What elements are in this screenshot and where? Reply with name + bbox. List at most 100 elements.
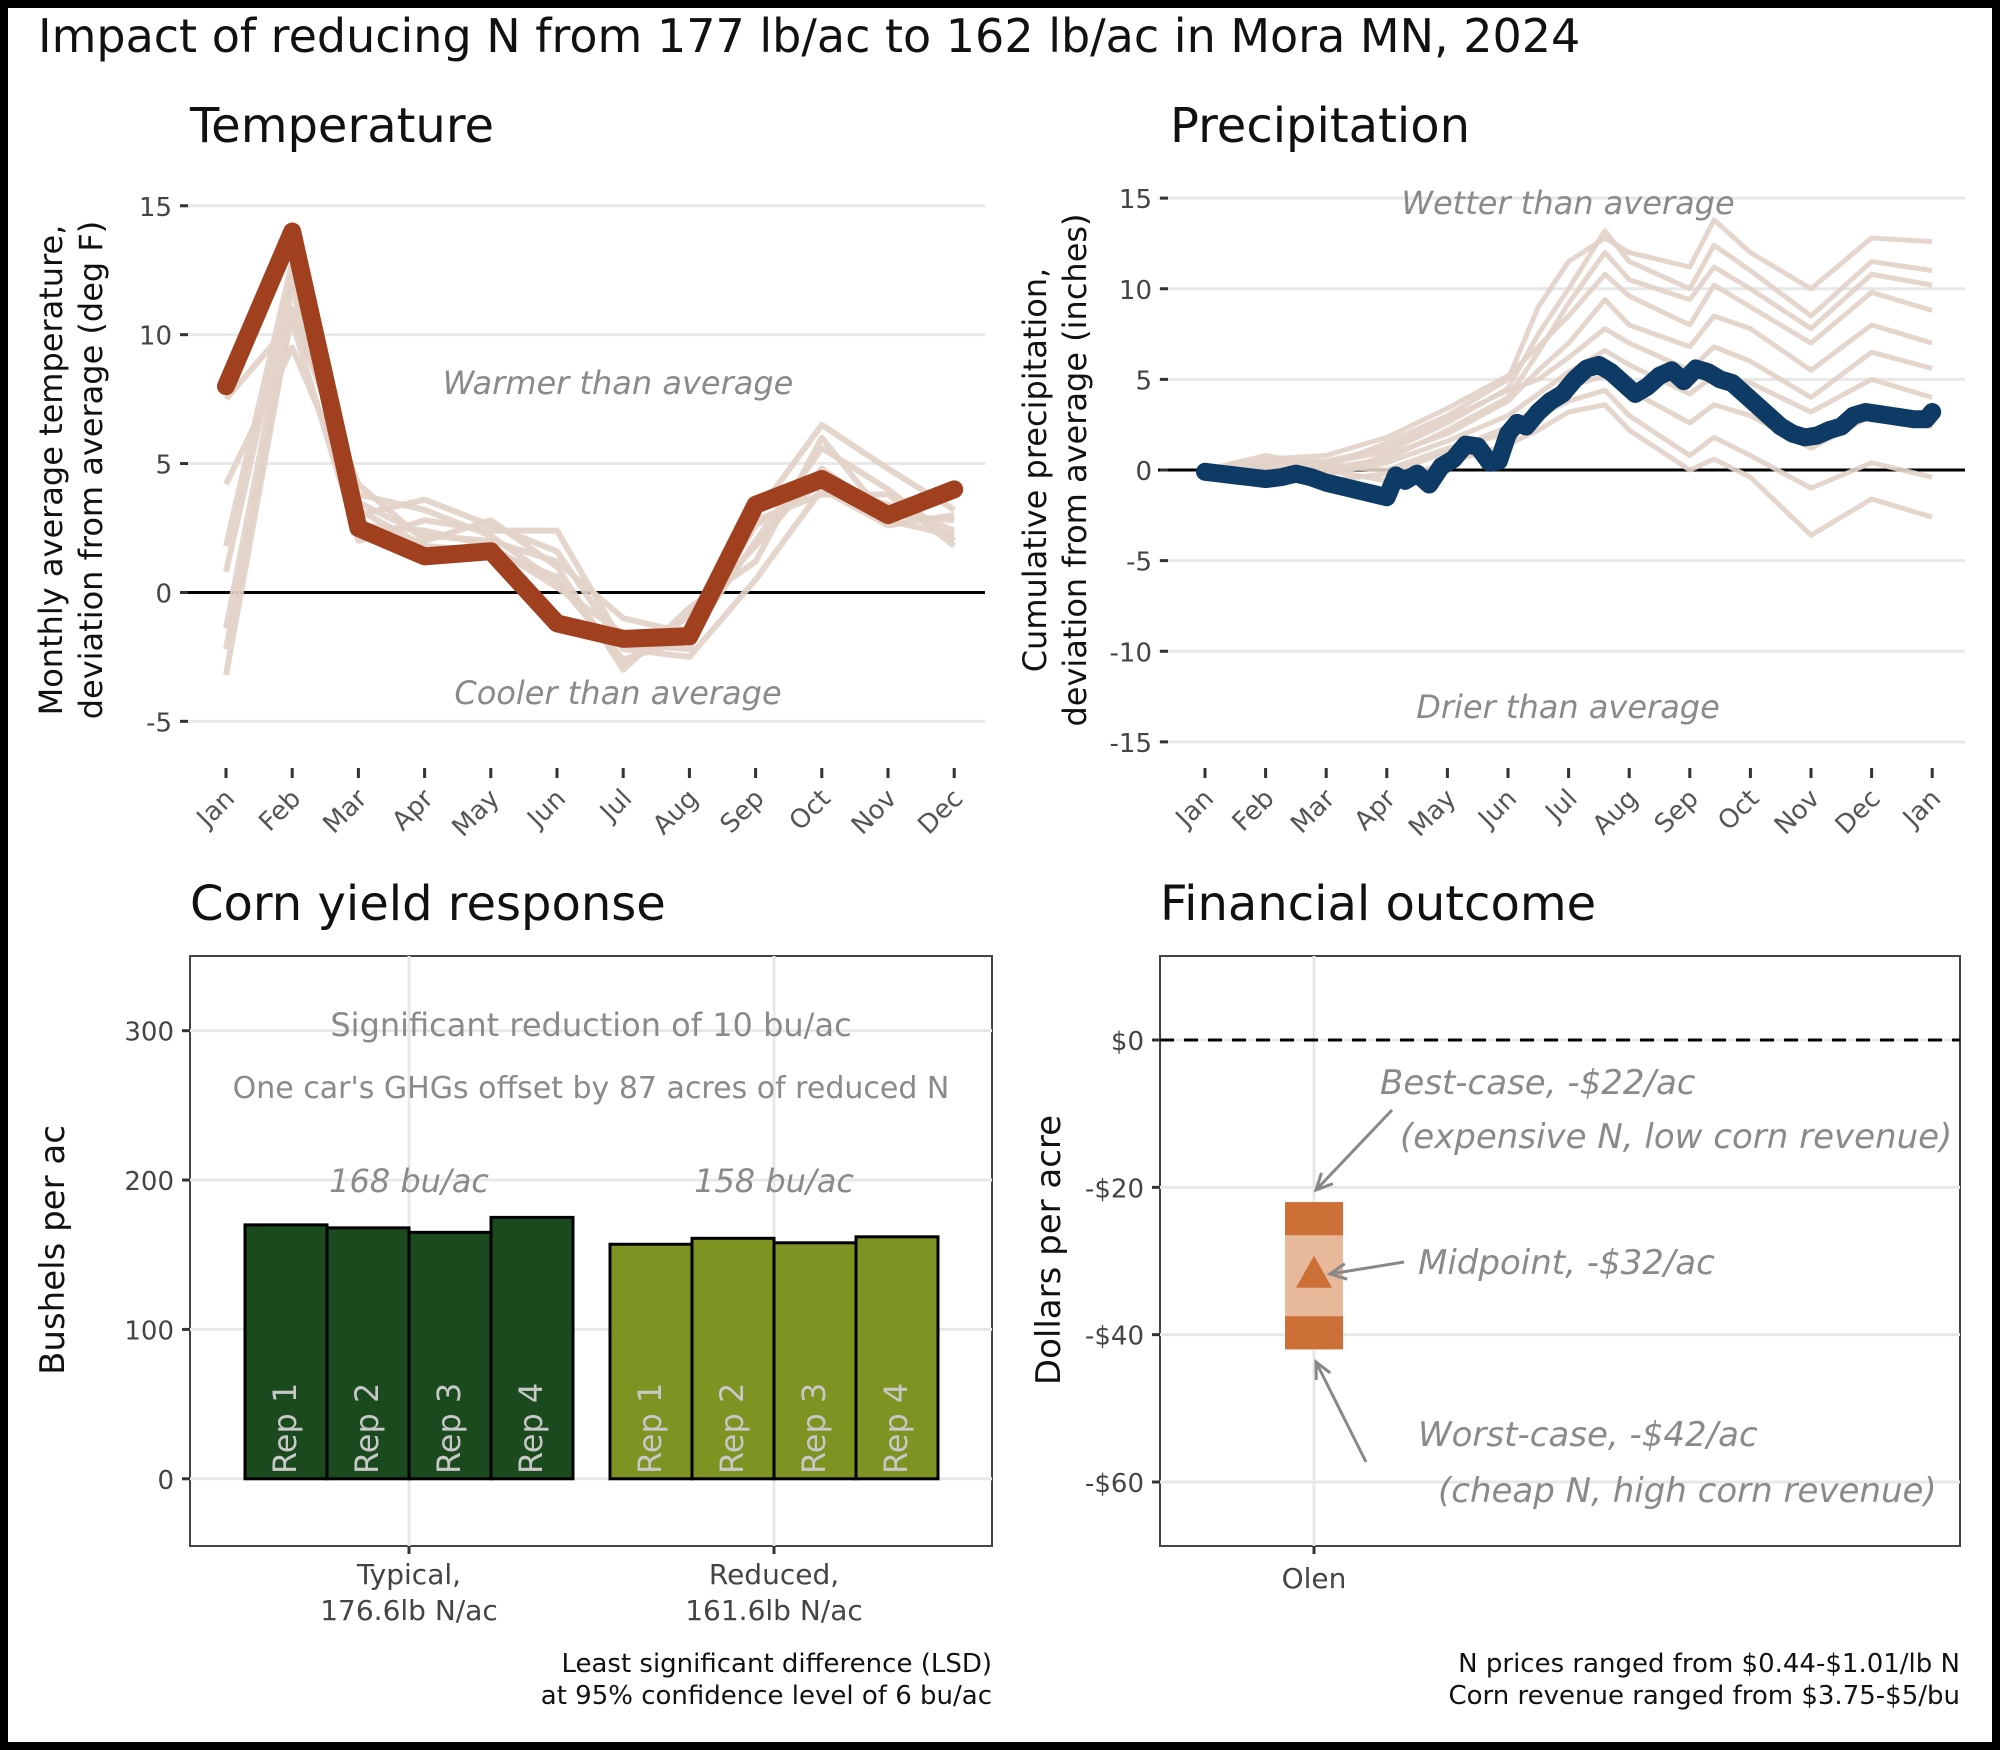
financial-worst-label: Worst-case, -$42/ac — [1418, 1415, 1758, 1455]
precipitation-title: Precipitation — [1170, 98, 1470, 154]
temperature-xtick-label: Feb — [253, 784, 307, 838]
temperature-xtick-label: Jul — [593, 784, 638, 829]
precipitation-annotation-below: Drier than average — [1416, 688, 1720, 726]
precipitation-ytick-label: 15 — [1119, 185, 1152, 215]
financial-ytick-label: -$20 — [1085, 1174, 1144, 1204]
temperature-point — [688, 635, 691, 638]
yield-bar — [407, 1230, 493, 1481]
yield-footnote: at 95% confidence level of 6 bu/ac — [541, 1681, 992, 1711]
financial-best-arrow-head — [1313, 1172, 1334, 1193]
financial-mid-label: Midpoint, -$32/ac — [1418, 1243, 1715, 1283]
temperature-title: Temperature — [189, 98, 494, 154]
financial-title: Financial outcome — [1160, 876, 1596, 932]
precipitation-history-line — [1204, 326, 1933, 473]
temperature-point — [622, 637, 625, 640]
precipitation-ytick-label: 0 — [1135, 457, 1152, 487]
financial-worst-arrow — [1314, 1361, 1368, 1463]
temperature-panel: Temperature -5 0 5 10 15 Jan Feb Mar Apr May Jun Jul… — [32, 98, 985, 843]
yield-headline: Significant reduction of 10 bu/ac — [330, 1006, 851, 1044]
yield-bar — [772, 1241, 858, 1481]
precipitation-xtick-label: Jul — [1539, 784, 1584, 829]
precipitation-ylabel: deviation from average (inches) — [1056, 213, 1094, 726]
figure-canvas: Impact of reducing N from 177 lb/ac to 1… — [8, 8, 1992, 1742]
precipitation-xtick-label: Mar — [1285, 784, 1341, 840]
temperature-point — [291, 230, 294, 233]
precipitation-history-line — [1204, 271, 1933, 473]
yield-bar-rep-label: Rep 3 — [795, 1383, 833, 1474]
temperature-ytick-label: -5 — [146, 708, 172, 738]
financial-best-note: (expensive N, low corn revenue) — [1400, 1117, 1952, 1157]
yield-footnote: Least significant difference (LSD) — [561, 1649, 992, 1679]
temperature-xtick-label: Sep — [715, 784, 771, 840]
precipitation-xtick-label: Aug — [1587, 784, 1644, 841]
precipitation-ytick-label: 10 — [1119, 276, 1152, 306]
precipitation-xtick-label: Oct — [1712, 784, 1765, 837]
temperature-xtick-label: Jan — [190, 784, 241, 835]
precipitation-xtick-label: Jan — [1896, 784, 1947, 835]
yield-ytick-label: 300 — [124, 1018, 174, 1048]
yield-bar-rep-label: Rep 4 — [877, 1383, 915, 1474]
temperature-point — [556, 622, 558, 625]
financial-footnote: N prices ranged from $0.44-$1.01/lb N — [1458, 1649, 1960, 1679]
temperature-xtick-label: Dec — [912, 784, 969, 841]
yield-ytick-label: 0 — [157, 1466, 174, 1496]
precipitation-xtick-label: Apr — [1349, 784, 1402, 837]
yield-bar — [243, 1223, 329, 1481]
yield-bar-rep-label: Rep 2 — [713, 1383, 751, 1474]
precipitation-xtick-label: Dec — [1830, 784, 1887, 841]
financial-worst-note: (cheap N, high corn revenue) — [1438, 1471, 1937, 1511]
precipitation-xtick-label: May — [1403, 784, 1462, 843]
precipitation-ytick-label: -5 — [1126, 548, 1152, 578]
temperature-point — [953, 488, 956, 491]
yield-bar — [325, 1226, 411, 1481]
temperature-point — [225, 385, 227, 388]
temperature-point — [489, 550, 492, 553]
precipitation-series-line — [1196, 355, 1942, 507]
yield-bar-rep-label: Rep 3 — [430, 1383, 468, 1474]
financial-best-arrow — [1314, 1108, 1394, 1192]
precipitation-xtick-label: Nov — [1769, 784, 1826, 841]
temperature-point — [357, 527, 360, 529]
financial-mid-arrow-head — [1326, 1262, 1348, 1281]
precipitation-ytick-label: 5 — [1135, 366, 1152, 396]
main-title: Impact of reducing N from 177 lb/ac to 1… — [38, 9, 1580, 63]
financial-ytick-label: -$60 — [1085, 1469, 1144, 1499]
temperature-point — [887, 514, 889, 517]
precipitation-history-line — [1204, 228, 1933, 473]
precipitation-xtick-label: Feb — [1227, 784, 1281, 838]
yield-group-label: Typical, — [356, 1558, 461, 1591]
yield-subheadline: One car's GHGs offset by 87 acres of red… — [233, 1071, 950, 1106]
financial-panel: Financial outcome $0 -$20 -$40 -$60 Dollars p… — [1029, 876, 1961, 1711]
precipitation-ytick-label: -15 — [1110, 729, 1152, 759]
yield-group-mean-label: 158 bu/ac — [694, 1162, 854, 1200]
precipitation-history-line — [1204, 402, 1933, 538]
financial-ylabel: Dollars per acre — [1029, 1115, 1069, 1385]
temperature-annotation-above: Warmer than average — [443, 364, 794, 402]
temperature-ylabel: deviation from average (deg F) — [72, 221, 110, 720]
yield-group-label: 176.6lb N/ac — [320, 1594, 498, 1627]
temperature-xtick-label: Jun — [521, 784, 572, 835]
temperature-ytick-label: 5 — [155, 451, 172, 481]
temperature-ytick-label: 15 — [139, 193, 172, 223]
yield-group-mean-label: 168 bu/ac — [329, 1162, 489, 1200]
temperature-ytick-label: 10 — [139, 322, 172, 352]
temperature-xtick-label: Mar — [317, 784, 373, 840]
temperature-point — [423, 555, 426, 558]
temperature-point — [754, 503, 757, 506]
yield-ytick-label: 200 — [124, 1167, 174, 1197]
precipitation-xtick-label: Jun — [1472, 784, 1523, 835]
yield-ytick-label: 100 — [124, 1316, 174, 1346]
temperature-xtick-label: Apr — [387, 784, 440, 837]
precipitation-xtick-label: Jan — [1169, 784, 1220, 835]
financial-xtick-label: Olen — [1282, 1562, 1347, 1595]
financial-mid-arrow — [1329, 1260, 1405, 1276]
precipitation-history-line — [1204, 387, 1933, 491]
precipitation-xtick-label: Sep — [1649, 784, 1705, 840]
temperature-ylabel: Monthly average temperature, — [32, 225, 70, 716]
yield-bar-rep-label: Rep 4 — [512, 1383, 550, 1474]
precipitation-ytick-label: -10 — [1110, 638, 1152, 668]
temperature-xtick-label: Nov — [846, 784, 903, 841]
yield-bar-rep-label: Rep 1 — [631, 1383, 669, 1474]
